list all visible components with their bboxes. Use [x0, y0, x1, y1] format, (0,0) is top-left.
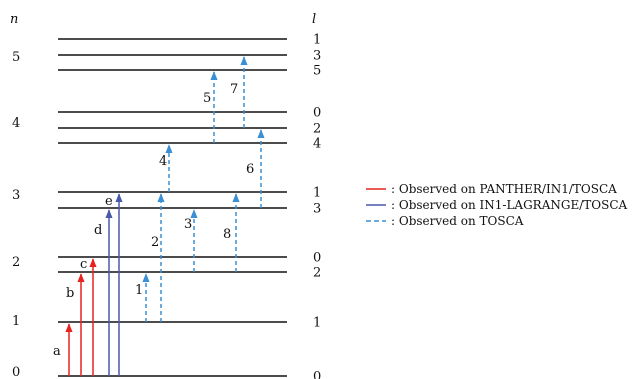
legend: : Observed on PANTHER/IN1/TOSCA : Observ…: [366, 182, 628, 228]
l-label-n3l1: 1: [313, 186, 321, 201]
l-label-n2l0: 0: [313, 251, 321, 266]
transition-label-2: 2: [151, 235, 159, 250]
l-axis-header: l: [312, 12, 316, 27]
transition-label-6: 6: [246, 162, 254, 177]
legend-red-text: : Observed on PANTHER/IN1/TOSCA: [391, 182, 617, 196]
l-label-n2l2: 2: [313, 266, 321, 281]
transition-label-d: d: [94, 223, 102, 238]
l-label-n4l0: 0: [313, 106, 321, 121]
n-label-0: 0: [12, 365, 20, 379]
transition-label-c: c: [80, 257, 87, 272]
l-label-n4l2: 2: [313, 122, 321, 137]
transition-label-8: 8: [223, 227, 231, 242]
transition-label-3: 3: [184, 217, 192, 232]
l-label-n5l3: 3: [313, 49, 321, 64]
n-label-4: 4: [12, 116, 20, 131]
transition-label-a: a: [53, 344, 61, 359]
n-label-5: 5: [12, 50, 20, 65]
n-label-3: 3: [12, 188, 20, 203]
l-label-n4l4: 4: [313, 137, 321, 152]
transition-label-b: b: [66, 286, 74, 301]
transition-label-5: 5: [203, 91, 211, 106]
transition-label-1: 1: [135, 283, 143, 298]
transition-label-4: 4: [159, 154, 167, 169]
n-axis-header: n: [10, 12, 18, 27]
l-label-n0: 0: [313, 370, 321, 379]
l-label-n3l3: 3: [313, 202, 321, 217]
legend-blue-text: : Observed on IN1-LAGRANGE/TOSCA: [391, 198, 628, 212]
n-label-1: 1: [12, 314, 20, 329]
legend-dashed-text: : Observed on TOSCA: [391, 214, 524, 228]
l-label-n5l5: 5: [313, 64, 321, 79]
l-label-n5l1: 1: [313, 33, 321, 48]
transition-label-e: e: [105, 194, 113, 209]
n-label-2: 2: [12, 255, 20, 270]
transitions: a bc de 1 2 3 4 8 6 5 7: [53, 56, 265, 376]
transition-label-7: 7: [230, 82, 238, 97]
l-label-n1: 1: [313, 316, 321, 331]
